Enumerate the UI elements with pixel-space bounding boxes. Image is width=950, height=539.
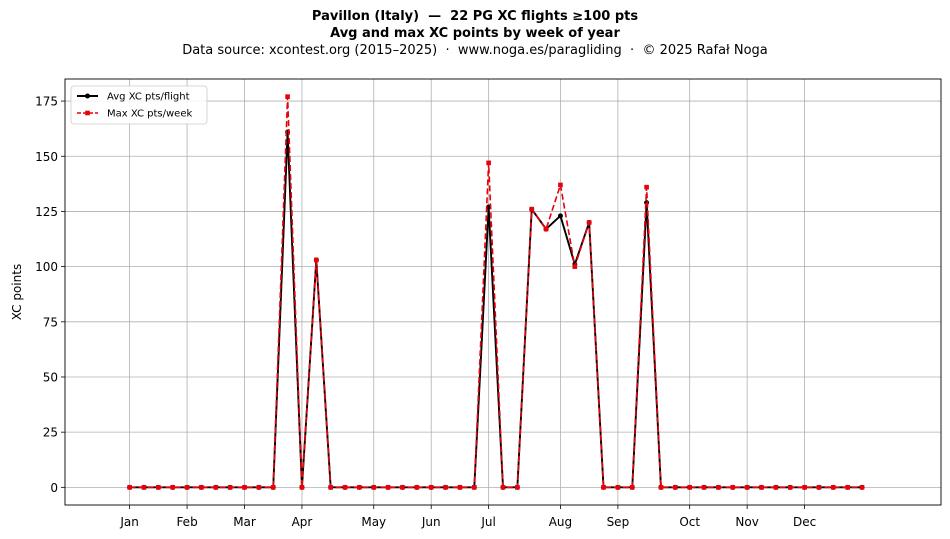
x-tick-label: May xyxy=(361,515,386,529)
x-tick-label: Jan xyxy=(119,515,139,529)
series-point xyxy=(557,213,563,219)
series-point xyxy=(716,485,721,490)
series-point xyxy=(443,485,448,490)
series-point xyxy=(802,485,807,490)
y-tick-label: 125 xyxy=(35,205,58,219)
series-point xyxy=(845,485,850,490)
y-tick-label: 50 xyxy=(43,370,58,384)
series-point xyxy=(127,485,132,490)
series-point xyxy=(184,485,190,490)
series-point xyxy=(744,485,750,490)
title-block: Pavillon (Italy) — 22 PG XC flights ≥100… xyxy=(0,8,950,59)
x-tick-label: Apr xyxy=(292,515,313,529)
legend-label: Max XC pts/week xyxy=(107,109,192,120)
series-point xyxy=(227,485,233,490)
series-point xyxy=(644,184,649,190)
series-point xyxy=(342,485,348,490)
series-point xyxy=(328,485,333,490)
series-point xyxy=(658,485,664,490)
x-tick-label: Feb xyxy=(176,515,197,529)
y-tick-label: 100 xyxy=(35,260,58,274)
series-point xyxy=(471,485,477,490)
series-point xyxy=(457,485,463,490)
chart-title: Pavillon (Italy) — 22 PG XC flights ≥100… xyxy=(311,9,639,24)
y-tick-label: 0 xyxy=(50,481,58,495)
series-point xyxy=(586,220,592,225)
legend-box xyxy=(70,85,208,125)
series-point xyxy=(773,485,779,490)
series-layer xyxy=(127,94,865,490)
x-tick-label: Oct xyxy=(679,515,700,529)
series-point xyxy=(629,485,635,490)
series-point xyxy=(529,206,535,212)
series-point xyxy=(285,94,290,99)
grid-lines xyxy=(65,79,941,505)
y-tick-label: 150 xyxy=(35,150,58,164)
series-point xyxy=(270,485,276,490)
series-point xyxy=(500,485,506,490)
series-point xyxy=(816,485,822,490)
x-tick-label: Aug xyxy=(549,515,572,529)
x-tick-label: Mar xyxy=(233,515,256,529)
series-point xyxy=(371,485,377,490)
series-point xyxy=(601,485,606,490)
series-point xyxy=(687,485,692,490)
series-point xyxy=(486,160,491,166)
x-tick-label: Sep xyxy=(607,515,630,529)
series-point xyxy=(572,264,578,269)
chart-subtitle: Data source: xcontest.org (2015–2025) · … xyxy=(182,43,768,58)
chart-title-line2: Avg and max XC points by week of year xyxy=(330,26,620,41)
series-point xyxy=(673,485,678,490)
series-point xyxy=(701,485,707,490)
legend: Avg XC pts/flight Max XC pts/week xyxy=(70,85,208,125)
y-tick-label: 75 xyxy=(43,315,58,329)
series-point xyxy=(141,485,147,490)
series-line xyxy=(129,95,863,489)
series-point xyxy=(759,485,764,490)
series-line xyxy=(129,131,863,489)
series-point xyxy=(543,226,549,232)
series-point xyxy=(299,485,305,490)
series-point xyxy=(859,485,865,490)
x-tick-label: Nov xyxy=(735,515,758,529)
legend-label: Avg XC pts/flight xyxy=(107,92,190,103)
series-point xyxy=(357,485,362,490)
series-point xyxy=(830,485,836,490)
series-point xyxy=(385,485,391,490)
series-point xyxy=(428,485,434,490)
plot-frame xyxy=(64,78,942,506)
legend-marker xyxy=(85,110,90,116)
series-point xyxy=(156,485,161,490)
series-point xyxy=(242,485,247,490)
series-point xyxy=(730,485,736,490)
axes: 0 25 50 75 100 125 150 175 Jan Feb Mar Apr May Jun Jul… xyxy=(35,95,816,529)
series-point xyxy=(615,485,621,490)
series-point xyxy=(558,182,563,188)
legend-marker xyxy=(85,93,90,99)
series-point xyxy=(213,485,219,490)
series-point xyxy=(787,485,793,490)
series-point xyxy=(170,485,176,490)
series-point xyxy=(256,485,262,490)
series-point xyxy=(515,485,520,490)
x-tick-label: Jun xyxy=(421,515,441,529)
series-point xyxy=(199,485,204,490)
y-tick-label: 175 xyxy=(35,95,58,109)
y-axis-label: XC points xyxy=(10,264,24,320)
series-point xyxy=(414,485,420,490)
y-tick-label: 25 xyxy=(43,426,58,440)
series-point xyxy=(314,257,319,263)
series-point xyxy=(400,485,405,490)
x-tick-label: Dec xyxy=(793,515,816,529)
x-tick-label: Jul xyxy=(480,515,495,529)
